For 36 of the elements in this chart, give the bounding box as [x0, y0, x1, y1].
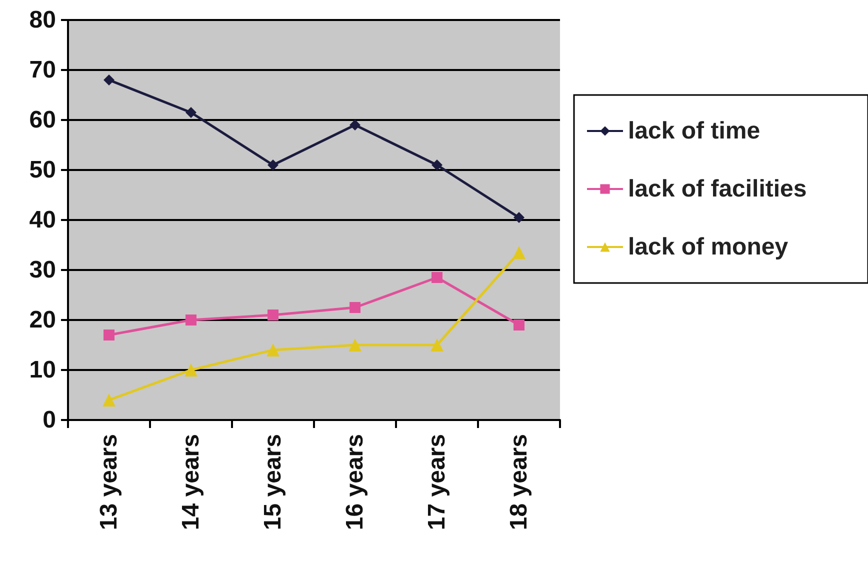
x-tick-label: 16 years — [342, 434, 368, 530]
y-tick-label: 60 — [29, 106, 56, 134]
point — [184, 364, 198, 376]
legend-label: lack of facilities — [628, 176, 807, 202]
x-tick-label: 18 years — [506, 434, 532, 530]
legend-label: lack of time — [628, 118, 760, 144]
y-tick-label: 40 — [29, 206, 56, 234]
y-tick-label: 0 — [42, 406, 56, 434]
point — [268, 160, 278, 170]
x-tick-label: 13 years — [96, 434, 122, 530]
point — [102, 394, 116, 406]
point — [514, 320, 524, 330]
x-tick-label: 14 years — [178, 434, 204, 530]
point — [104, 74, 114, 86]
point — [268, 310, 278, 320]
point — [350, 120, 360, 130]
y-tick-label: 20 — [29, 306, 56, 334]
y-tick-label: 10 — [29, 356, 56, 384]
point — [186, 107, 196, 118]
point — [266, 344, 280, 356]
point — [512, 246, 526, 259]
point — [514, 212, 524, 223]
point — [350, 302, 360, 313]
point — [186, 314, 196, 326]
y-tick-label: 50 — [29, 156, 56, 184]
x-tick-label: 17 years — [424, 434, 450, 530]
legend-label: lack of money — [628, 234, 789, 260]
y-tick-label: 80 — [29, 6, 56, 34]
point — [432, 272, 442, 283]
point — [430, 338, 444, 352]
point — [432, 160, 442, 170]
point — [348, 338, 362, 352]
point — [104, 330, 114, 340]
y-tick-label: 30 — [29, 256, 56, 284]
y-tick-label: 70 — [29, 56, 56, 84]
x-tick-label: 15 years — [260, 434, 286, 530]
